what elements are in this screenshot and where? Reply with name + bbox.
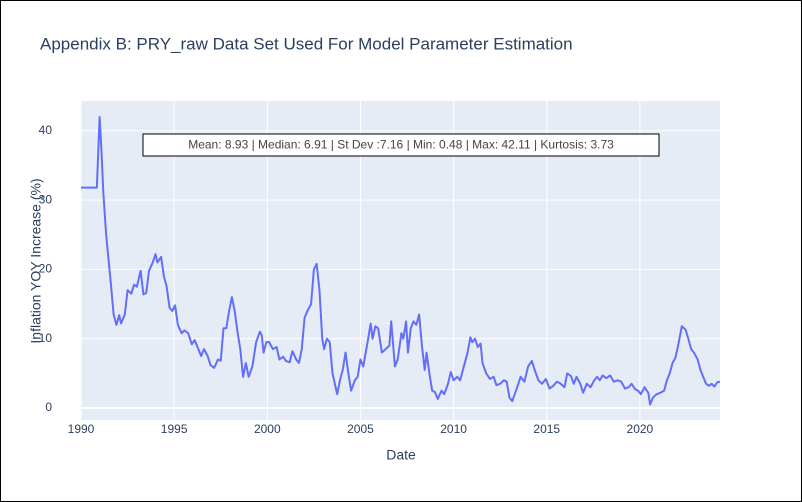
x-tick-label: 1990	[68, 422, 95, 436]
x-tick-label: 2010	[440, 422, 467, 436]
y-tick-label: 20	[39, 262, 53, 276]
y-axis-label: Inflation YOY Increase (%)	[28, 178, 44, 343]
annotation: Mean: 8.93 | Median: 6.91 | St Dev :7.16…	[188, 138, 614, 152]
x-axis-label: Date	[386, 447, 416, 463]
y-tick-label: 30	[39, 192, 53, 206]
x-tick-label: 2020	[627, 422, 654, 436]
y-tick-label: 40	[39, 123, 53, 137]
x-tick-label: 2000	[254, 422, 281, 436]
marks	[81, 115, 721, 406]
y-tick-label: 10	[39, 331, 53, 345]
line-series	[81, 115, 721, 406]
chart-title: Appendix B: PRY_raw Data Set Used For Mo…	[40, 34, 573, 53]
x-tick-label: 1995	[161, 422, 188, 436]
x-tick-label: 2005	[347, 422, 374, 436]
grid	[80, 101, 720, 420]
annotation-box	[142, 133, 660, 157]
y-tick-label: 0	[45, 400, 52, 414]
x-tick-label: 2015	[533, 422, 560, 436]
